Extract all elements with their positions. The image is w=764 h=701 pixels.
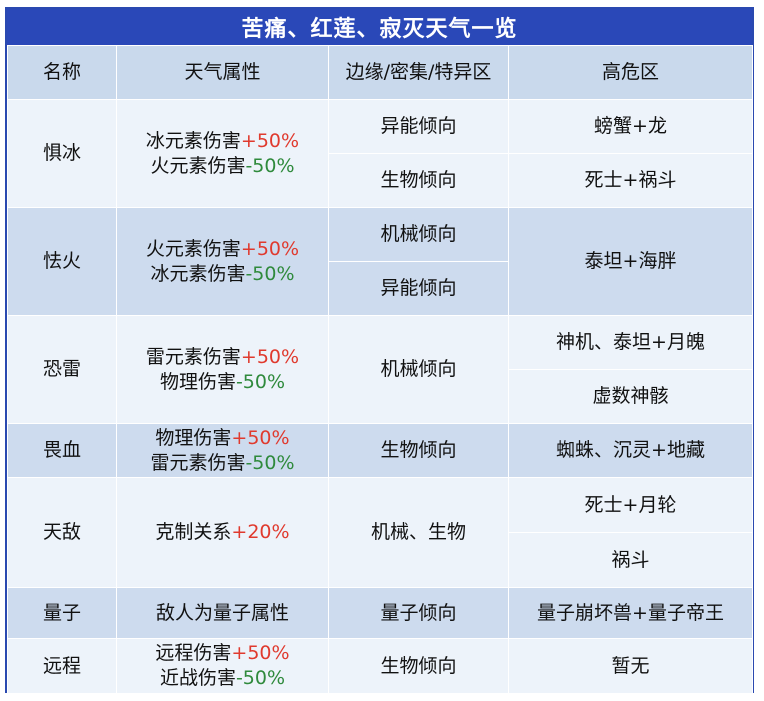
row-zone-cell: 异能倾向 (328, 261, 509, 316)
row-attr-cell: 雷元素伤害+50% 物理伤害-50% (116, 315, 329, 424)
attr-penalty: -50% (245, 154, 295, 177)
attr-bonus: +50% (240, 237, 300, 260)
table-title: 苦痛、红莲、寂灭天气一览 (7, 9, 752, 45)
row-name-cell: 远程 (7, 638, 117, 694)
attr-text: 远程伤害 (155, 642, 232, 664)
row-danger-cell: 泰坦+海胖 (508, 207, 753, 316)
attr-penalty: -50% (235, 370, 286, 393)
table-row: 惧冰 冰元素伤害+50% 火元素伤害-50% 异能倾向 螃蟹+龙 (7, 99, 753, 208)
row-attr-cell: 敌人为量子属性 (116, 587, 329, 639)
weather-table: 名称 天气属性 边缘/密集/特异区 高危区 惧冰 冰元素伤害+50% 火元素伤害… (7, 45, 753, 694)
row-attr-cell: 冰元素伤害+50% 火元素伤害-50% (116, 99, 329, 208)
attr-text: 火元素伤害 (150, 154, 246, 177)
header-danger-zone: 高危区 (508, 45, 753, 100)
header-name: 名称 (7, 45, 117, 100)
row-danger-cell: 神机、泰坦+月魄 (508, 315, 753, 370)
row-danger-cell: 蜘蛛、沉灵+地藏 (508, 423, 753, 478)
row-zone-cell: 生物倾向 (328, 423, 509, 478)
attr-bonus: +50% (240, 129, 300, 152)
attr-text: 火元素伤害 (145, 237, 241, 260)
weather-table-frame: 苦痛、红莲、寂灭天气一览 名称 天气属性 边缘/密集/特异区 高危区 惧冰 冰元… (5, 7, 754, 694)
header-weather-attr: 天气属性 (116, 45, 329, 100)
table-row: 远程 远程伤害+50% 近战伤害-50% 生物倾向 暂无 (7, 638, 753, 694)
attr-bonus: +20% (231, 521, 290, 543)
row-name-cell: 惧冰 (7, 99, 117, 208)
row-name-cell: 畏血 (7, 423, 117, 478)
attr-penalty: -50% (245, 262, 295, 285)
row-zone-cell: 生物倾向 (328, 638, 509, 694)
attr-text: 冰元素伤害 (145, 129, 241, 152)
row-zone-cell: 机械倾向 (328, 207, 509, 262)
attr-bonus: +50% (240, 345, 300, 368)
table-row: 祸斗 (8, 532, 753, 588)
attr-bonus: +50% (231, 426, 290, 449)
row-danger-cell: 量子崩坏兽+量子帝王 (508, 587, 753, 639)
attr-text: 物理伤害 (159, 370, 236, 393)
row-danger-cell: 虚数神骸 (508, 369, 753, 424)
row-danger-cell: 螃蟹+龙 (508, 99, 753, 154)
attr-bonus: +50% (231, 642, 290, 664)
row-zone-cell: 机械、生物 (328, 477, 509, 588)
row-attr-cell: 火元素伤害+50% 冰元素伤害-50% (116, 207, 329, 316)
row-attr-cell: 远程伤害+50% 近战伤害-50% (116, 638, 329, 694)
row-danger-cell: 祸斗 (508, 532, 753, 588)
attr-text: 雷元素伤害 (145, 345, 241, 368)
row-zone-cell: 量子倾向 (328, 587, 509, 639)
table-row: 怯火 火元素伤害+50% 冰元素伤害-50% 机械倾向 泰坦+海胖 (7, 207, 753, 316)
header-row: 名称 天气属性 边缘/密集/特异区 高危区 (7, 45, 753, 100)
attr-penalty: -50% (235, 667, 286, 689)
attr-text: 克制关系 (155, 521, 232, 543)
row-name-cell: 量子 (7, 587, 117, 639)
attr-text: 近战伤害 (159, 667, 236, 689)
attr-text: 物理伤害 (155, 426, 232, 449)
row-danger-cell: 死士+祸斗 (508, 153, 753, 208)
attr-text: 冰元素伤害 (150, 262, 246, 285)
table-row: 畏血 物理伤害+50% 雷元素伤害-50% 生物倾向 蜘蛛、沉灵+地藏 (7, 423, 753, 478)
attr-penalty: -50% (245, 451, 295, 474)
row-name-cell: 恐雷 (7, 315, 117, 424)
row-zone-cell: 机械倾向 (328, 315, 509, 424)
row-danger-cell: 死士+月轮 (508, 477, 753, 533)
row-zone-cell: 生物倾向 (328, 153, 509, 208)
header-zone: 边缘/密集/特异区 (328, 45, 509, 100)
table-row: 天敌 克制关系+20% 机械、生物 死士+月轮 (7, 477, 753, 588)
row-zone-cell: 异能倾向 (328, 99, 509, 154)
table-row: 量子 敌人为量子属性 量子倾向 量子崩坏兽+量子帝王 (7, 587, 753, 639)
attr-text: 雷元素伤害 (150, 451, 246, 474)
row-name-cell: 天敌 (7, 477, 117, 588)
row-attr-cell: 克制关系+20% (116, 477, 329, 588)
row-name-cell: 怯火 (7, 207, 117, 316)
table-row: 恐雷 雷元素伤害+50% 物理伤害-50% 机械倾向 神机、泰坦+月魄 (7, 315, 753, 424)
table-row: 生物倾向 死士+祸斗 (8, 153, 753, 208)
table-row: 虚数神骸 (8, 369, 753, 424)
row-attr-cell: 物理伤害+50% 雷元素伤害-50% (116, 423, 329, 478)
row-danger-cell: 暂无 (508, 638, 753, 694)
